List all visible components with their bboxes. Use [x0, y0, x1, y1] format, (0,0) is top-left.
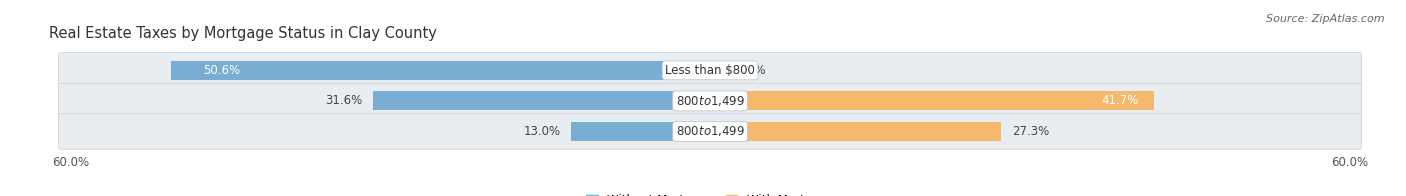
Text: 13.0%: 13.0%	[523, 125, 561, 138]
Text: Real Estate Taxes by Mortgage Status in Clay County: Real Estate Taxes by Mortgage Status in …	[49, 26, 437, 41]
Bar	[710, 122, 1001, 141]
Text: 50.6%: 50.6%	[202, 64, 240, 77]
Bar	[373, 92, 710, 110]
FancyBboxPatch shape	[59, 53, 1361, 88]
Text: 0.0%: 0.0%	[737, 64, 766, 77]
Text: 41.7%: 41.7%	[1101, 94, 1139, 107]
Text: 31.6%: 31.6%	[325, 94, 363, 107]
Bar	[710, 92, 1154, 110]
Text: Source: ZipAtlas.com: Source: ZipAtlas.com	[1267, 14, 1385, 24]
Bar	[710, 61, 725, 80]
Text: Less than $800: Less than $800	[665, 64, 755, 77]
Legend: Without Mortgage, With Mortgage: Without Mortgage, With Mortgage	[581, 189, 839, 196]
FancyBboxPatch shape	[59, 114, 1361, 149]
FancyBboxPatch shape	[59, 83, 1361, 119]
Text: 27.3%: 27.3%	[1012, 125, 1049, 138]
Text: $800 to $1,499: $800 to $1,499	[675, 124, 745, 139]
Bar	[170, 61, 710, 80]
Text: $800 to $1,499: $800 to $1,499	[675, 94, 745, 108]
Bar	[571, 122, 710, 141]
